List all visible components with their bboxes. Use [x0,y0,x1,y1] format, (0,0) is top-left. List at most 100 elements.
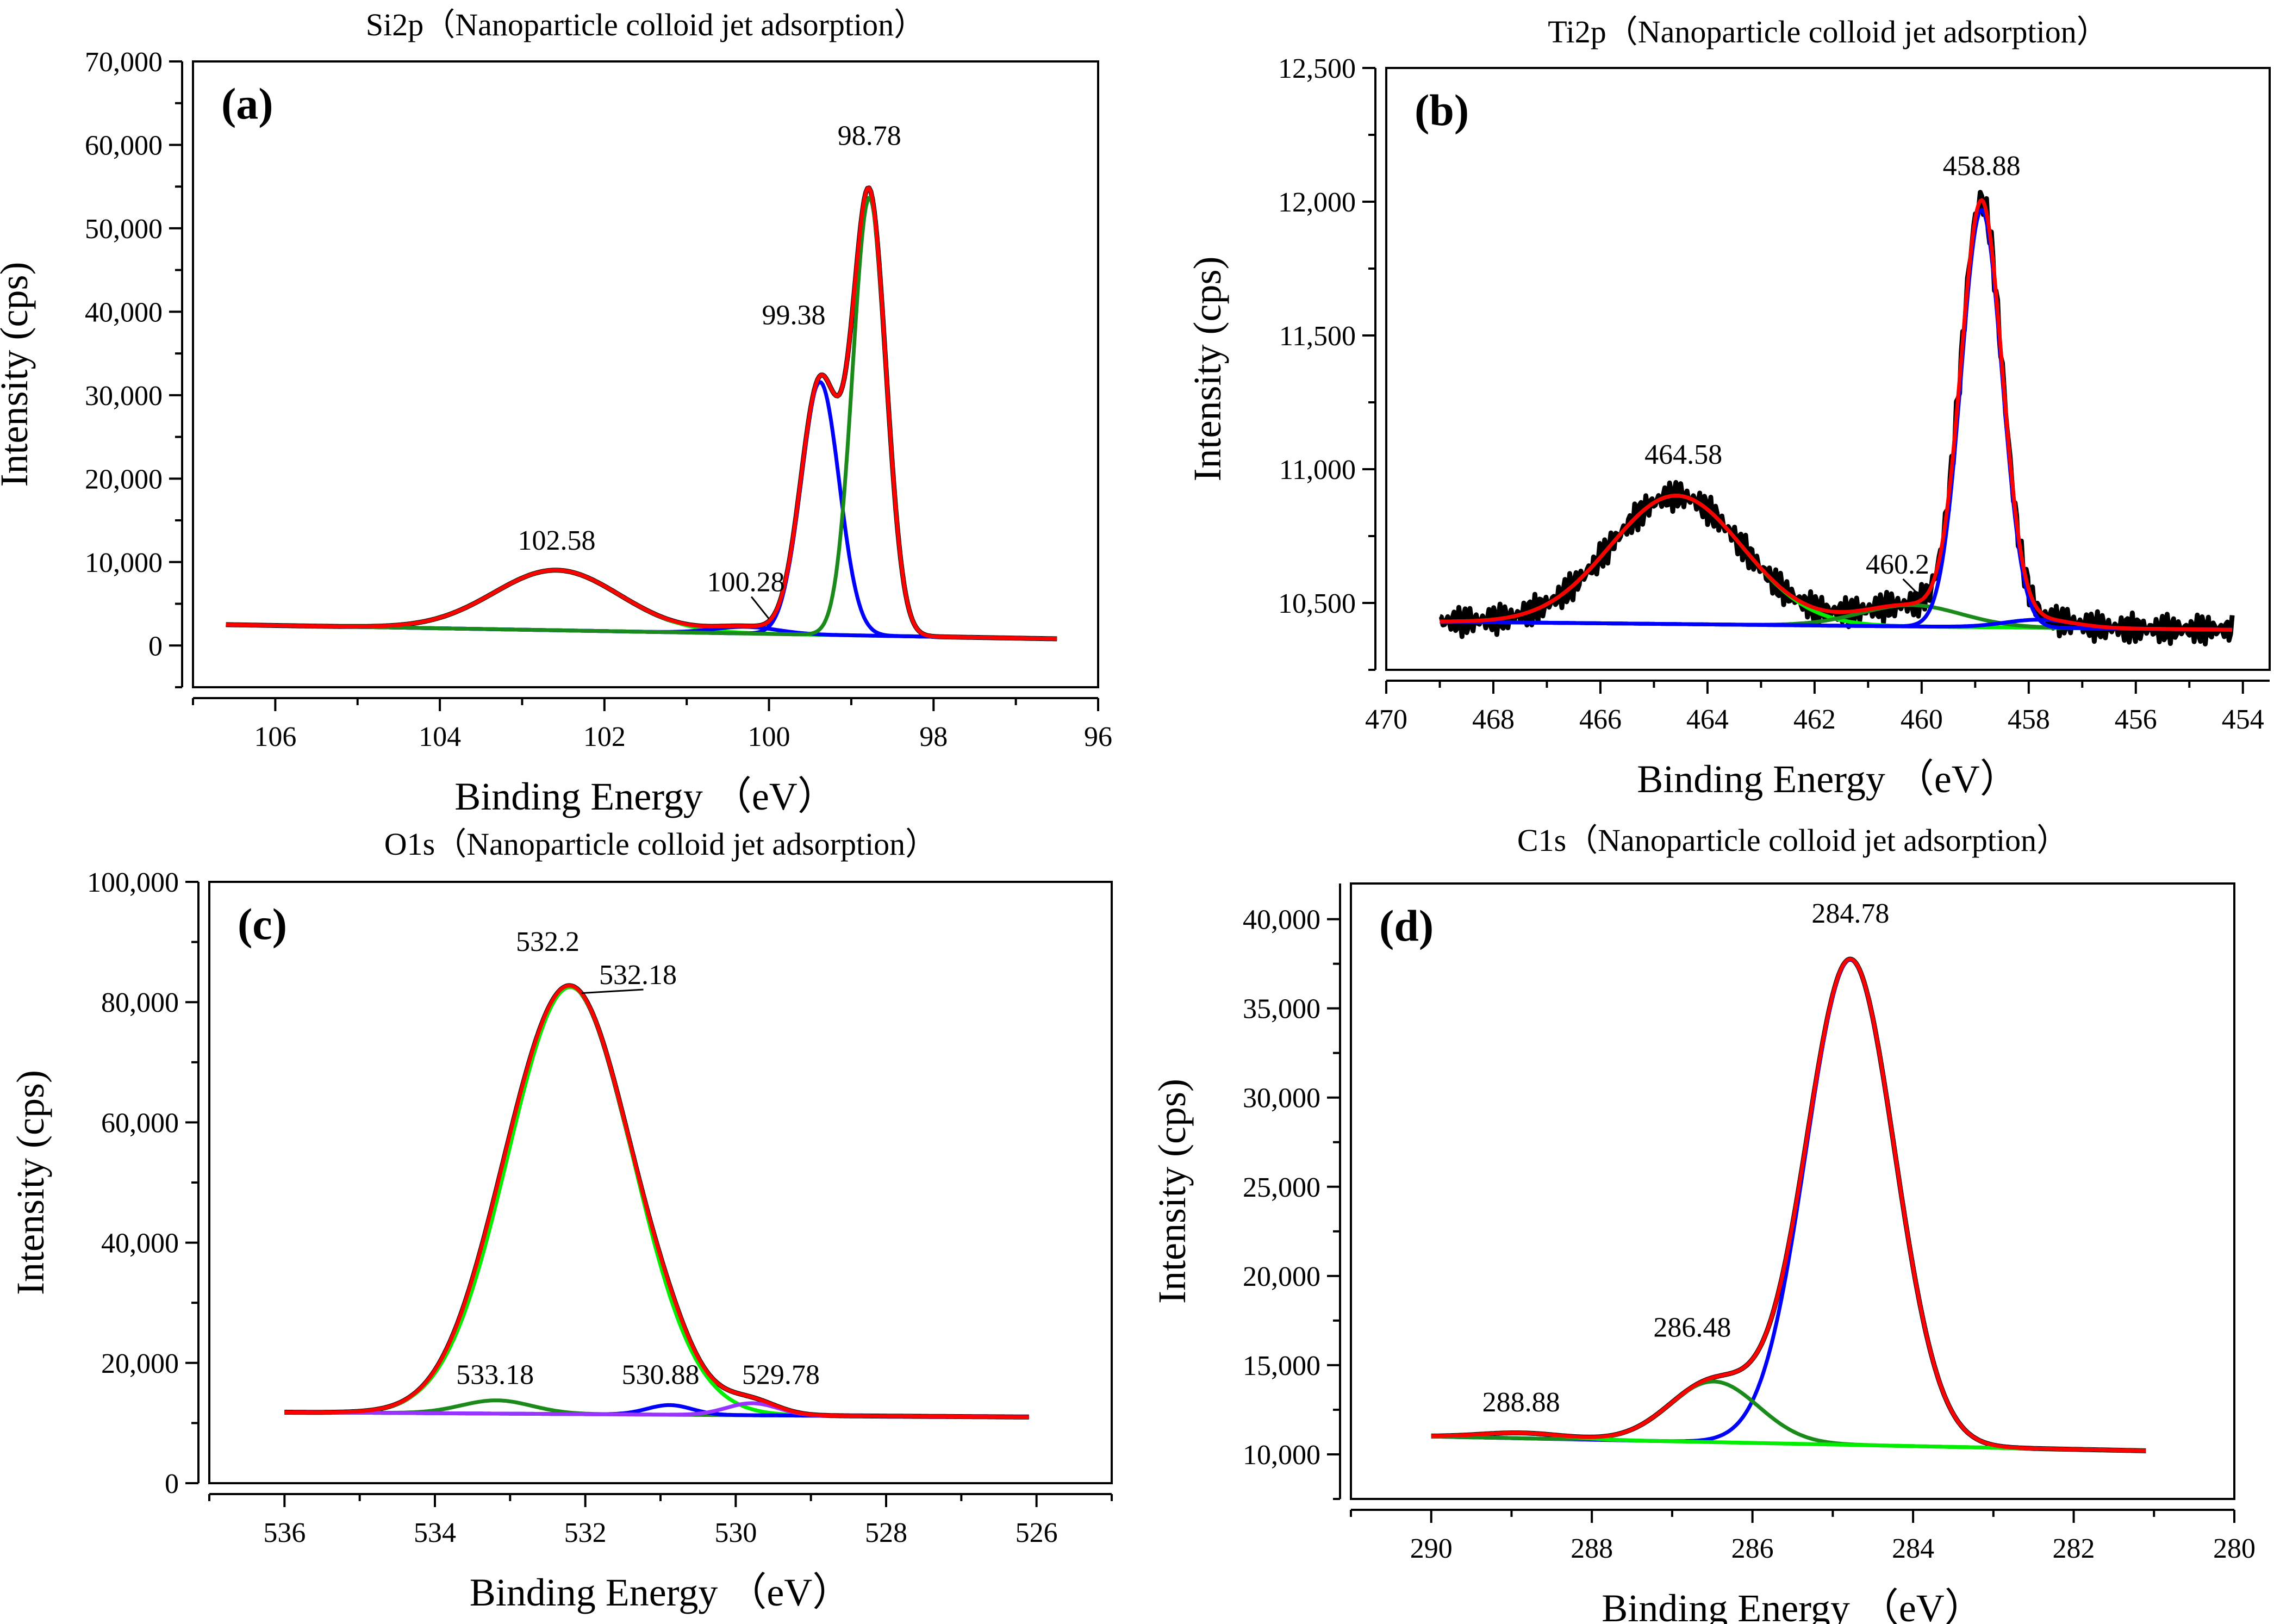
y-tick-label-b: 11,000 [1279,455,1356,486]
x-tick-label-a: 106 [254,721,296,752]
peak-pointer-a [750,596,770,620]
peak-label-a: 98.78 [838,120,901,151]
x-tick-label-b: 458 [2008,704,2050,735]
fit-envelope-b [1439,198,2233,632]
peak-pointer-c [581,988,644,994]
x-tick-label-d: 286 [1731,1533,1774,1564]
x-tick-label-b: 470 [1365,704,1407,735]
y-tick-label-a: 60,000 [85,130,163,161]
chart-title-a: Si2p（Nanoparticle colloid jet adsorption… [366,7,925,42]
peak-label-a: 100.28 [707,567,785,598]
y-tick-label-a: 10,000 [85,547,163,578]
y-tick-label-d: 15,000 [1243,1351,1320,1382]
x-tick-label-c: 536 [263,1517,306,1548]
y-tick-label-b: 10,500 [1278,588,1356,619]
x-tick-label-b: 454 [2222,704,2264,735]
chart-title-b: Ti2p（Nanoparticle colloid jet adsorption… [1548,14,2108,49]
x-tick-label-d: 282 [2053,1533,2095,1564]
peak-label-c: 532.2 [516,926,580,957]
peak-label-a: 99.38 [762,300,825,331]
y-axis-title-b: Intensity (cps) [1186,257,1229,482]
x-tick-label-a: 98 [919,721,948,752]
y-axis-title-a: Intensity (cps) [0,262,36,487]
panel-a: Si2p（Nanoparticle colloid jet adsorption… [0,7,1112,818]
peak-label-d: 284.78 [1811,898,1889,929]
x-tick-label-a: 96 [1084,721,1112,752]
panel-b: Ti2p（Nanoparticle colloid jet adsorption… [1186,14,2271,801]
y-tick-label-b: 11,500 [1279,321,1356,352]
x-tick-label-b: 462 [1793,704,1836,735]
y-tick-label-a: 50,000 [85,214,163,245]
plot-frame-c [208,881,1113,1484]
x-tick-label-d: 290 [1410,1533,1453,1564]
x-tick-label-c: 532 [564,1517,607,1548]
y-tick-label-a: 20,000 [85,464,163,495]
y-tick-label-c: 100,000 [87,867,179,898]
fit-envelope-c [284,984,1030,1419]
peak-label-b: 458.88 [1943,151,2021,182]
peak-label-c: 533.18 [456,1360,534,1391]
peak-pointer-b [1902,578,1922,599]
peak-label-a: 102.58 [518,525,596,556]
plot-frame-b [1385,67,2271,671]
peak-label-b: 460.2 [1866,549,1929,580]
x-tick-label-b: 466 [1579,704,1622,735]
peak-label-b: 464.58 [1644,439,1722,470]
x-tick-label-d: 288 [1571,1533,1613,1564]
y-tick-label-c: 0 [165,1469,179,1499]
x-tick-label-c: 534 [414,1517,456,1548]
plot-frame-d [1350,882,2235,1500]
y-tick-label-a: 0 [148,631,163,662]
y-tick-label-a: 40,000 [85,297,163,328]
y-tick-label-c: 40,000 [101,1228,179,1259]
x-tick-label-d: 284 [1892,1533,1934,1564]
chart-title-d: C1s（Nanoparticle colloid jet adsorption） [1517,823,2068,858]
peak-label-d: 288.88 [1482,1387,1560,1418]
x-tick-label-c: 528 [865,1517,907,1548]
panel-d: C1s（Nanoparticle colloid jet adsorption）… [1150,823,2256,1624]
x-tick-label-b: 468 [1472,704,1515,735]
x-tick-label-a: 100 [748,721,790,752]
y-tick-label-b: 12,500 [1278,53,1356,84]
x-tick-label-a: 104 [419,721,461,752]
peak-label-c: 529.78 [742,1360,820,1391]
peak-label-c: 530.88 [622,1360,700,1391]
x-axis-title-b: Binding Energy （eV） [1637,757,2019,801]
x-tick-label-b: 456 [2115,704,2157,735]
panel-label-c: (c) [238,899,287,949]
x-tick-label-b: 460 [1901,704,1943,735]
peak-label-d: 286.48 [1653,1312,1731,1343]
panel-label-b: (b) [1415,85,1469,135]
panel-c: O1s（Nanoparticle colloid jet adsorption）… [9,826,1113,1614]
peak-label-c: 532.18 [599,960,677,991]
y-tick-label-d: 20,000 [1243,1261,1320,1292]
x-tick-label-d: 280 [2213,1533,2256,1564]
x-axis-title-d: Binding Energy （eV） [1602,1586,1984,1624]
x-axis-title-a: Binding Energy （eV） [454,775,837,818]
x-tick-label-c: 526 [1015,1517,1058,1548]
y-tick-label-d: 30,000 [1243,1083,1320,1114]
y-tick-label-c: 80,000 [101,987,179,1018]
x-tick-label-b: 464 [1686,704,1729,735]
y-axis-title-d: Intensity (cps) [1150,1079,1194,1304]
fit-envelope-d [1430,957,2147,1453]
plot-frame-a [192,60,1099,688]
y-tick-label-d: 35,000 [1243,994,1320,1025]
y-tick-label-c: 20,000 [101,1348,179,1379]
y-tick-label-d: 40,000 [1243,905,1320,936]
y-tick-label-b: 12,000 [1278,187,1356,218]
chart-title-c: O1s（Nanoparticle colloid jet adsorption） [384,826,937,862]
x-axis-title-c: Binding Energy （eV） [470,1571,852,1614]
panel-label-d: (d) [1379,901,1434,950]
y-tick-label-d: 25,000 [1243,1172,1320,1203]
y-axis-title-c: Intensity (cps) [9,1070,52,1295]
fit-envelope-a [226,186,1057,641]
y-tick-label-a: 30,000 [85,381,163,412]
y-tick-label-c: 60,000 [101,1107,179,1138]
y-tick-label-a: 70,000 [85,47,163,78]
y-tick-label-d: 10,000 [1243,1440,1320,1471]
x-tick-label-a: 102 [583,721,626,752]
x-tick-label-c: 530 [714,1517,757,1548]
